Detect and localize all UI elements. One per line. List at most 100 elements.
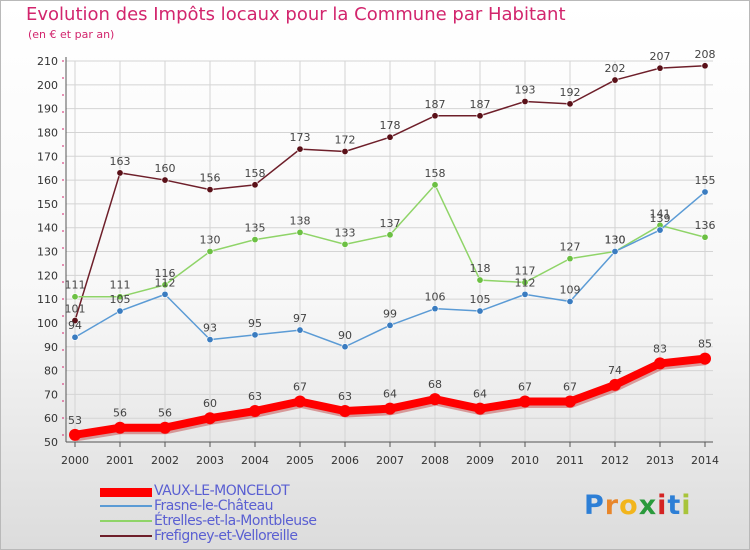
data-point: [611, 76, 619, 84]
data-label: 187: [470, 98, 491, 111]
data-point: [611, 248, 619, 256]
data-point: [476, 307, 484, 315]
data-label: 130: [605, 234, 626, 247]
data-point: [251, 236, 259, 244]
data-point: [474, 402, 486, 415]
axes: 50 60 70 80 90 100 110 120 130 140 150 160 170 180 190…: [37, 55, 719, 467]
legend-swatch-frasne: [100, 505, 152, 507]
data-label: 127: [560, 241, 581, 254]
data-label: 133: [335, 226, 356, 239]
data-point: [71, 317, 79, 325]
data-point: [431, 112, 439, 120]
y-tick-label: 130: [37, 246, 58, 259]
data-point: [69, 428, 81, 441]
data-label: 63: [338, 390, 352, 403]
y-tick-label: 140: [37, 222, 58, 235]
y-tick-label: 50: [44, 436, 58, 449]
data-label: 138: [290, 214, 311, 227]
data-point: [519, 395, 531, 408]
data-label: 172: [335, 133, 356, 146]
data-label: 139: [650, 212, 671, 225]
chart-subtitle: (en € et par an): [28, 28, 115, 41]
data-point: [161, 176, 169, 184]
data-point: [159, 421, 171, 434]
data-label: 207: [650, 50, 671, 63]
data-point: [386, 231, 394, 239]
logo-letter: x: [638, 490, 658, 521]
x-tick-label: 2002: [151, 454, 179, 467]
data-point: [431, 305, 439, 313]
x-tick-label: 2009: [466, 454, 494, 467]
x-tick-label: 2006: [331, 454, 359, 467]
data-point: [431, 181, 439, 189]
data-label: 101: [65, 303, 86, 316]
logo-letter: i: [681, 490, 692, 521]
data-point: [609, 378, 621, 391]
data-point: [116, 169, 124, 177]
legend-item-etrelles[interactable]: Étrelles-et-la-Montbleuse: [100, 513, 400, 529]
logo-letter: r: [604, 490, 620, 521]
data-point: [341, 240, 349, 248]
data-point: [564, 395, 576, 408]
data-point: [656, 226, 664, 234]
logo-letter: i: [657, 490, 668, 521]
series-group: [69, 62, 711, 442]
data-label: 105: [110, 293, 131, 306]
y-tick-label: 160: [37, 174, 58, 187]
data-point: [566, 255, 574, 263]
data-label: 137: [380, 217, 401, 230]
data-label: 156: [200, 172, 221, 185]
y-tick-label: 170: [37, 150, 58, 163]
data-label: 112: [515, 276, 536, 289]
x-tick-label: 2000: [61, 454, 89, 467]
data-point: [476, 276, 484, 284]
data-label: 85: [698, 338, 712, 351]
data-point: [161, 281, 169, 289]
data-point: [384, 402, 396, 415]
proxiti-logo: Proxiti: [584, 490, 692, 521]
x-tick-label: 2001: [106, 454, 134, 467]
y-tick-label: 70: [44, 388, 58, 401]
y-tick-label: 120: [37, 269, 58, 282]
data-label: 67: [563, 381, 577, 394]
data-label: 173: [290, 131, 311, 144]
x-tick-label: 2014: [691, 454, 719, 467]
data-point: [566, 298, 574, 306]
y-tick-label: 80: [44, 365, 58, 378]
legend-label-vaux: VAUX-LE-MONCELOT: [154, 483, 290, 499]
data-point: [566, 100, 574, 108]
data-label: 130: [200, 234, 221, 247]
data-label: 187: [425, 98, 446, 111]
data-point: [296, 326, 304, 334]
data-label: 163: [110, 155, 131, 168]
data-point: [71, 293, 79, 301]
legend-item-frasne[interactable]: Frasne-le-Château: [100, 498, 400, 514]
data-point: [206, 336, 214, 344]
data-label: 135: [245, 222, 266, 235]
legend-label-frefigney: Frefigney-et-Velloreille: [154, 528, 298, 544]
x-tick-label: 2011: [556, 454, 584, 467]
y-tick-label: 150: [37, 198, 58, 211]
data-label: 68: [428, 378, 442, 391]
data-label: 56: [158, 407, 172, 420]
data-label: 106: [425, 291, 446, 304]
y-tick-label: 110: [37, 293, 58, 306]
legend-item-vaux[interactable]: VAUX-LE-MONCELOT: [100, 483, 400, 499]
data-point: [251, 181, 259, 189]
legend-item-frefigney[interactable]: Frefigney-et-Velloreille: [100, 528, 400, 544]
data-label: 56: [113, 407, 127, 420]
data-label: 116: [155, 267, 176, 280]
legend-swatch-etrelles: [100, 520, 152, 522]
data-point: [116, 307, 124, 315]
y-tick-label: 210: [37, 55, 58, 68]
y-tick-label: 100: [37, 317, 58, 330]
data-label: 109: [560, 284, 581, 297]
data-label: 111: [110, 279, 131, 292]
x-tick-label: 2012: [601, 454, 629, 467]
x-tick-label: 2008: [421, 454, 449, 467]
y-tick-label: 200: [37, 79, 58, 92]
data-point: [296, 145, 304, 153]
logo-letter: t: [667, 490, 682, 521]
data-label: 64: [383, 388, 397, 401]
